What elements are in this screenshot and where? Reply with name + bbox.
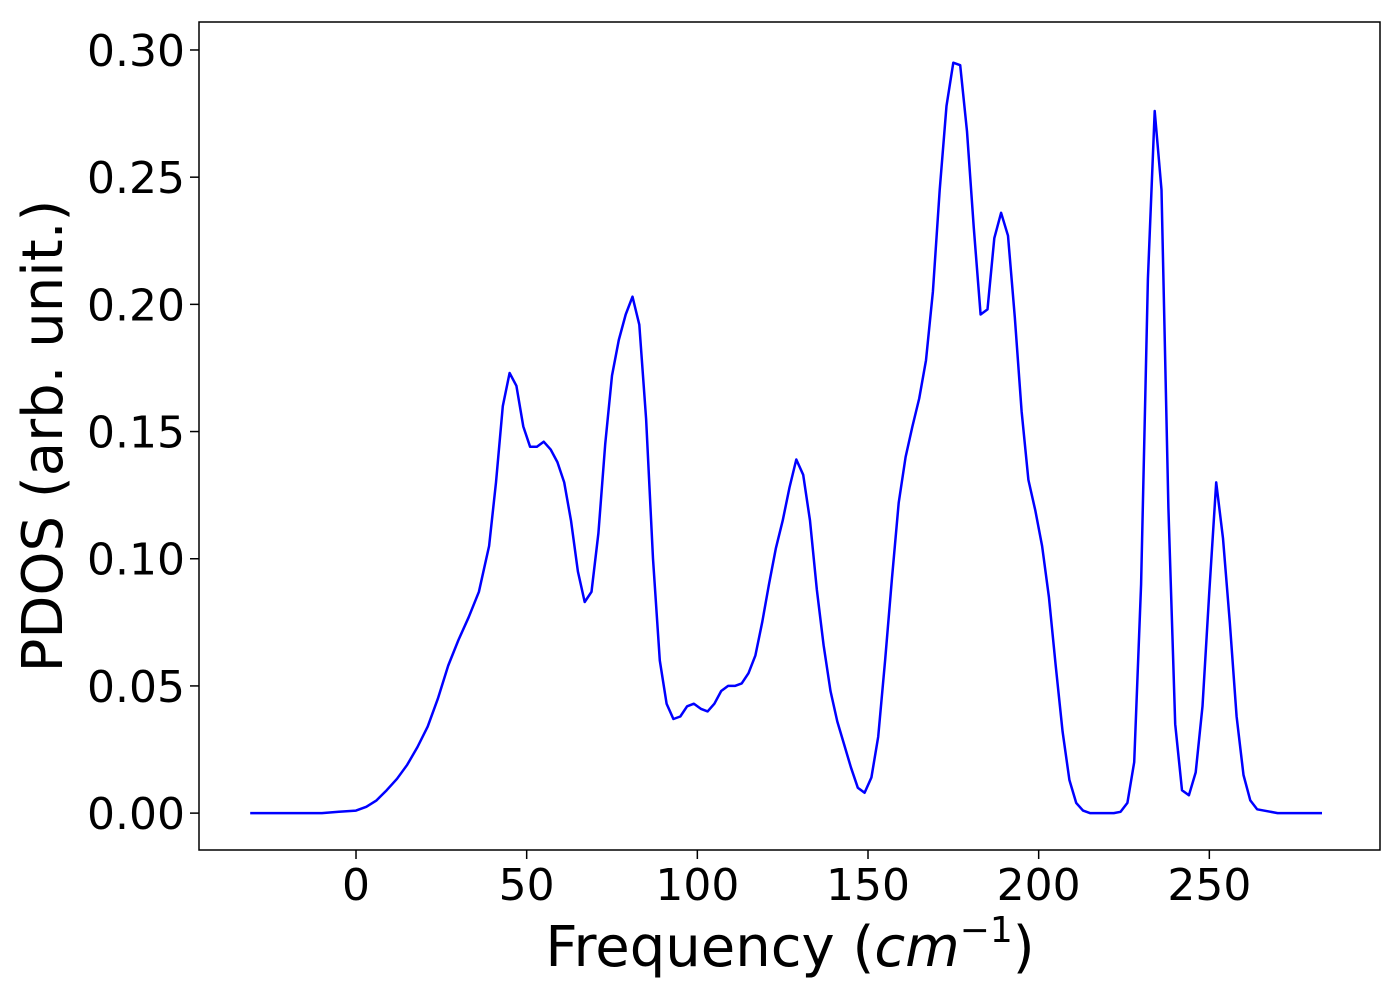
series-group [250, 61, 1322, 815]
x-axis-label-text: Frequency [545, 915, 834, 980]
y-tick-label: 0.30 [87, 26, 185, 77]
y-tick-label: 0.20 [87, 280, 185, 331]
x-tick-label: 200 [997, 860, 1081, 911]
plot-area [198, 21, 1381, 851]
x-axis-label-unit: cm [874, 915, 959, 980]
x-axis-label: Frequency (cm−1) [545, 910, 1034, 980]
x-tick-label: 0 [342, 860, 370, 911]
x-tick-label: 250 [1167, 860, 1251, 911]
y-axis-ticks: 0.00 0.05 0.10 0.15 0.20 0.25 0.30 [87, 26, 199, 840]
x-tick-label: 150 [826, 860, 910, 911]
y-tick-label: 0.05 [87, 662, 185, 713]
pdos-line [250, 61, 1322, 815]
y-axis-label: PDOS (arb. unit.) [11, 200, 76, 673]
x-axis-ticks: 0 50 100 150 200 250 [342, 850, 1251, 911]
y-tick-label: 0.10 [87, 535, 185, 586]
y-tick-label: 0.25 [87, 153, 185, 204]
x-tick-label: 100 [655, 860, 739, 911]
y-tick-label: 0.15 [87, 408, 185, 459]
x-axis-label-unit-exponent: −1 [960, 910, 1013, 951]
y-tick-label: 0.00 [87, 789, 185, 840]
x-tick-label: 50 [499, 860, 555, 911]
